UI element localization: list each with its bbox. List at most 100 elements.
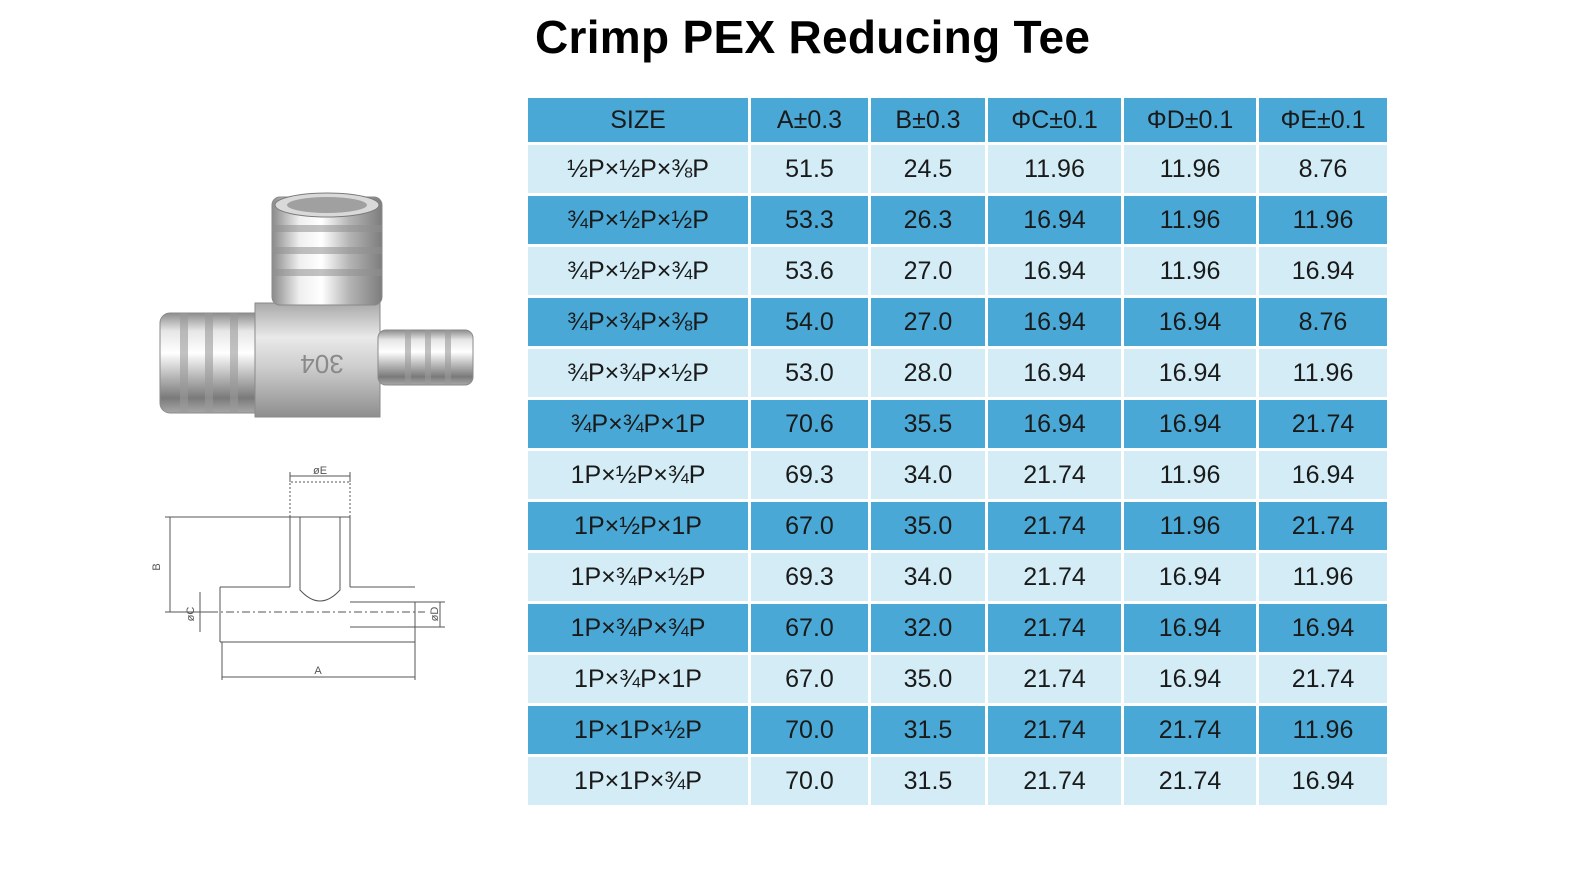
cell-b: 27.0 [871, 298, 985, 346]
cell-e: 11.96 [1259, 196, 1387, 244]
cell-c: 21.74 [988, 553, 1121, 601]
cell-e: 21.74 [1259, 502, 1387, 550]
cell-c: 16.94 [988, 400, 1121, 448]
label-d: øD [429, 607, 441, 622]
cell-d: 16.94 [1124, 655, 1256, 703]
cell-size: 1P×¾P×¾P [528, 604, 748, 652]
cell-c: 21.74 [988, 604, 1121, 652]
table-row: 1P×½P×¾P 69.3 34.0 21.74 11.96 16.94 [528, 451, 1387, 499]
cell-a: 67.0 [751, 655, 868, 703]
cell-a: 70.0 [751, 706, 868, 754]
cell-size: 1P×1P×¾P [528, 757, 748, 805]
cell-b: 34.0 [871, 451, 985, 499]
cell-e: 16.94 [1259, 247, 1387, 295]
cell-c: 21.74 [988, 706, 1121, 754]
cell-size: ¾P×¾P×1P [528, 400, 748, 448]
cell-size: ¾P×¾P×⅜P [528, 298, 748, 346]
cell-a: 70.6 [751, 400, 868, 448]
cell-size: 1P×¾P×½P [528, 553, 748, 601]
table-row: ¾P×¾P×⅜P 54.0 27.0 16.94 16.94 8.76 [528, 298, 1387, 346]
table-row: 1P×1P×½P 70.0 31.5 21.74 21.74 11.96 [528, 706, 1387, 754]
cell-b: 27.0 [871, 247, 985, 295]
header-a: A±0.3 [751, 98, 868, 142]
cell-size: 1P×½P×¾P [528, 451, 748, 499]
cell-d: 11.96 [1124, 196, 1256, 244]
cell-b: 31.5 [871, 706, 985, 754]
cell-b: 34.0 [871, 553, 985, 601]
cell-e: 16.94 [1259, 604, 1387, 652]
cell-c: 16.94 [988, 196, 1121, 244]
label-a: A [314, 665, 322, 677]
cell-a: 54.0 [751, 298, 868, 346]
cell-d: 16.94 [1124, 349, 1256, 397]
header-e: ΦE±0.1 [1259, 98, 1387, 142]
cell-d: 21.74 [1124, 706, 1256, 754]
table-row: ¾P×½P×½P 53.3 26.3 16.94 11.96 11.96 [528, 196, 1387, 244]
header-b: B±0.3 [871, 98, 985, 142]
cell-a: 67.0 [751, 502, 868, 550]
cell-a: 67.0 [751, 604, 868, 652]
cell-c: 21.74 [988, 757, 1121, 805]
table-row: 1P×1P×¾P 70.0 31.5 21.74 21.74 16.94 [528, 757, 1387, 805]
table-row: 1P×¾P×1P 67.0 35.0 21.74 16.94 21.74 [528, 655, 1387, 703]
header-c: ΦC±0.1 [988, 98, 1121, 142]
spec-table: SIZE A±0.3 B±0.3 ΦC±0.1 ΦD±0.1 ΦE±0.1 ½P… [525, 95, 1390, 808]
table-row: ½P×½P×⅜P 51.5 24.5 11.96 11.96 8.76 [528, 145, 1387, 193]
table-row: ¾P×½P×¾P 53.6 27.0 16.94 11.96 16.94 [528, 247, 1387, 295]
cell-a: 53.3 [751, 196, 868, 244]
cell-size: 1P×1P×½P [528, 706, 748, 754]
technical-drawing: øE B øC øD A [151, 465, 445, 680]
label-b: B [151, 563, 163, 570]
cell-d: 11.96 [1124, 451, 1256, 499]
cell-e: 11.96 [1259, 706, 1387, 754]
cell-c: 21.74 [988, 655, 1121, 703]
cell-size: ¾P×½P×¾P [528, 247, 748, 295]
cell-e: 16.94 [1259, 757, 1387, 805]
cell-d: 21.74 [1124, 757, 1256, 805]
cell-e: 21.74 [1259, 655, 1387, 703]
cell-d: 11.96 [1124, 247, 1256, 295]
cell-a: 53.6 [751, 247, 868, 295]
cell-e: 11.96 [1259, 349, 1387, 397]
table-row: 1P×¾P×½P 69.3 34.0 21.74 16.94 11.96 [528, 553, 1387, 601]
header-size: SIZE [528, 98, 748, 142]
table-row: ¾P×¾P×½P 53.0 28.0 16.94 16.94 11.96 [528, 349, 1387, 397]
cell-size: ¾P×¾P×½P [528, 349, 748, 397]
cell-size: 1P×¾P×1P [528, 655, 748, 703]
cell-e: 21.74 [1259, 400, 1387, 448]
cell-b: 32.0 [871, 604, 985, 652]
cell-e: 16.94 [1259, 451, 1387, 499]
cell-d: 16.94 [1124, 400, 1256, 448]
cell-e: 8.76 [1259, 298, 1387, 346]
label-c: øC [185, 607, 197, 622]
product-photo: 304 [159, 192, 474, 418]
cell-size: ¾P×½P×½P [528, 196, 748, 244]
cell-b: 31.5 [871, 757, 985, 805]
cell-a: 69.3 [751, 451, 868, 499]
cell-a: 53.0 [751, 349, 868, 397]
cell-d: 16.94 [1124, 298, 1256, 346]
page-title: Crimp PEX Reducing Tee [535, 11, 1091, 63]
cell-c: 11.96 [988, 145, 1121, 193]
cell-d: 11.96 [1124, 502, 1256, 550]
cell-b: 28.0 [871, 349, 985, 397]
table-row: 1P×¾P×¾P 67.0 32.0 21.74 16.94 16.94 [528, 604, 1387, 652]
cell-c: 16.94 [988, 247, 1121, 295]
cell-b: 35.0 [871, 655, 985, 703]
cell-d: 16.94 [1124, 604, 1256, 652]
cell-e: 11.96 [1259, 553, 1387, 601]
cell-c: 21.74 [988, 451, 1121, 499]
cell-a: 69.3 [751, 553, 868, 601]
product-marking: 304 [300, 349, 343, 379]
cell-size: 1P×½P×1P [528, 502, 748, 550]
header-d: ΦD±0.1 [1124, 98, 1256, 142]
cell-c: 21.74 [988, 502, 1121, 550]
cell-c: 16.94 [988, 298, 1121, 346]
cell-size: ½P×½P×⅜P [528, 145, 748, 193]
label-e: øE [313, 465, 327, 477]
cell-c: 16.94 [988, 349, 1121, 397]
cell-e: 8.76 [1259, 145, 1387, 193]
cell-a: 51.5 [751, 145, 868, 193]
cell-d: 11.96 [1124, 145, 1256, 193]
table-row: 1P×½P×1P 67.0 35.0 21.74 11.96 21.74 [528, 502, 1387, 550]
